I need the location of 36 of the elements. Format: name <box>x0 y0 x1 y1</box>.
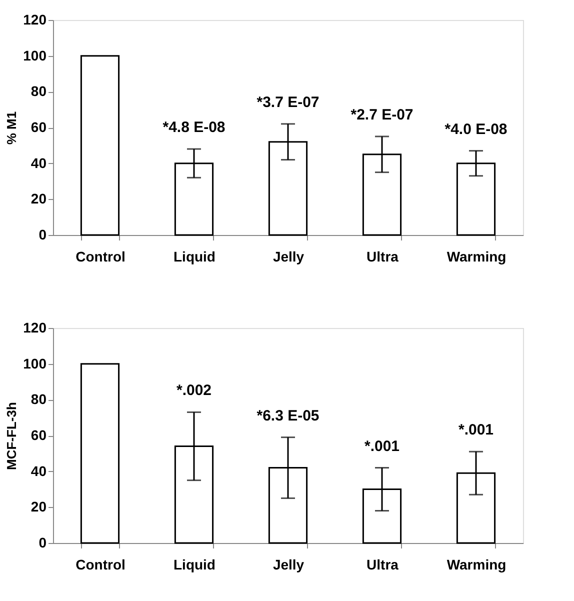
annotation: *.002 <box>176 382 212 400</box>
y-tick-label: 80 <box>30 391 47 408</box>
x-tick-label: Liquid <box>174 248 216 264</box>
y-tick-label: 120 <box>23 320 47 336</box>
x-tick-label: Warming <box>446 248 506 264</box>
annotation: *3.7 E-07 <box>256 94 320 111</box>
y-tick-label: 40 <box>30 154 47 171</box>
x-tick-label: Jelly <box>272 248 304 264</box>
x-tick-label: Warming <box>446 556 506 572</box>
y-tick-label: 20 <box>30 498 47 515</box>
y-axis-title: MCF-FL-3h <box>4 402 20 470</box>
y-tick-label: 120 <box>23 12 47 28</box>
y-tick-label: 0 <box>38 226 47 242</box>
bar <box>80 363 120 544</box>
y-axis-title: % M1 <box>4 111 20 145</box>
x-tick-label: Control <box>76 556 126 572</box>
y-tick-label: 100 <box>23 355 47 372</box>
x-tick-label: Control <box>76 248 126 264</box>
annotation: *4.0 E-08 <box>444 120 508 138</box>
x-tick-label: Ultra <box>366 556 399 572</box>
bar <box>80 55 120 236</box>
y-tick-label: 20 <box>30 190 47 207</box>
y-tick-label: 100 <box>23 47 47 64</box>
x-tick-label: Ultra <box>366 248 399 264</box>
x-tick-label: Jelly <box>272 556 304 572</box>
y-tick-label: 0 <box>38 534 47 550</box>
y-tick-label: 40 <box>30 462 47 479</box>
y-tick-label: 80 <box>30 83 47 100</box>
annotation: *2.7 E-07 <box>350 106 414 124</box>
annotation: *.001 <box>458 422 494 439</box>
annotation: *6.3 E-05 <box>256 407 320 424</box>
y-tick-label: 60 <box>30 427 47 443</box>
y-tick-label: 60 <box>30 119 47 135</box>
annotation: *4.8 E-08 <box>162 119 226 136</box>
x-tick-label: Liquid <box>174 556 216 572</box>
annotation: *.001 <box>364 438 400 455</box>
